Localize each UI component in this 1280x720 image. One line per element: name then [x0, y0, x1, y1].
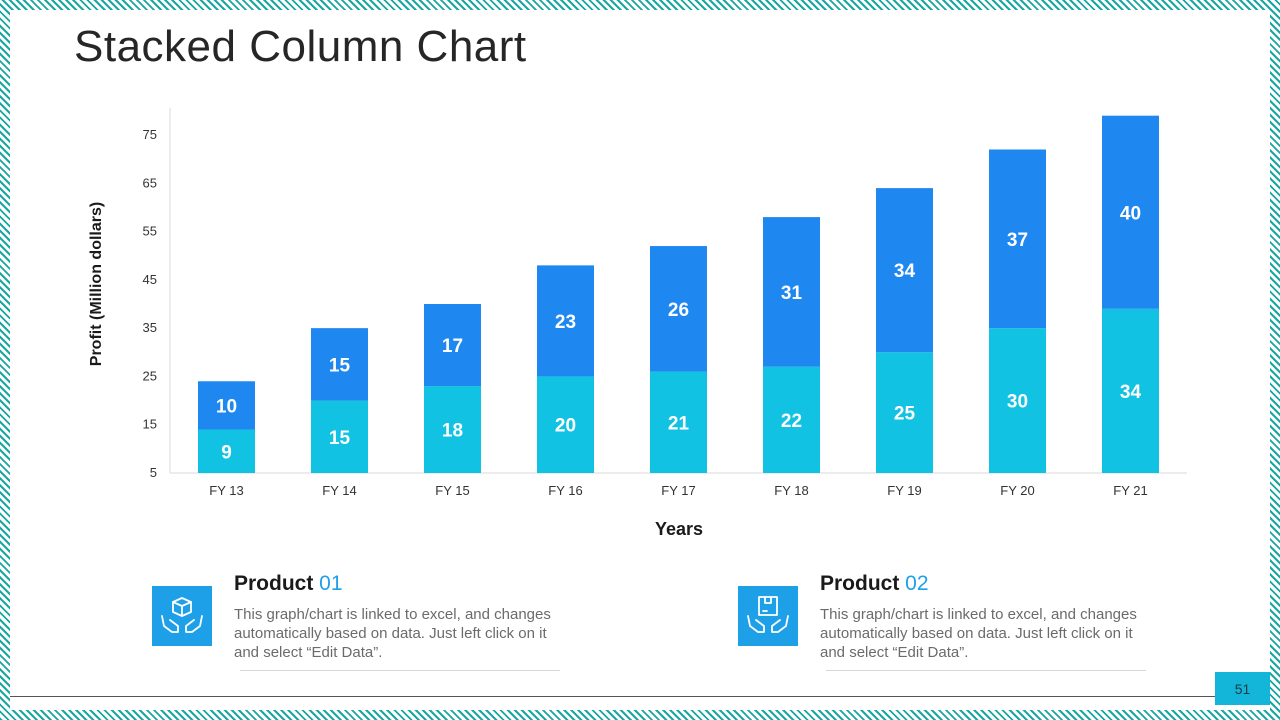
x-tick-label: FY 16	[548, 483, 582, 498]
y-tick-label: 15	[143, 417, 157, 432]
x-tick-label: FY 14	[322, 483, 356, 498]
data-label: 30	[1007, 392, 1028, 413]
bar-product-01	[198, 429, 255, 473]
data-label: 22	[781, 411, 802, 432]
x-tick-label: FY 19	[887, 483, 921, 498]
data-label: 15	[329, 428, 351, 449]
y-tick-label: 45	[143, 272, 157, 287]
package-in-hands-icon	[738, 586, 798, 646]
product-02-heading: Product 02	[820, 572, 929, 596]
stacked-column-chart: 5 15 25 35 45 55 65 75 9 10 FY 13 15 15 FY 14 18 17 FY 1…	[88, 108, 1187, 539]
product-02-name: Product	[820, 572, 906, 595]
data-label: 34	[894, 261, 916, 282]
data-label: 9	[221, 442, 232, 463]
bar-product-01	[1102, 308, 1159, 473]
bar-product-01	[424, 386, 481, 473]
x-axis-title: Years	[655, 519, 703, 539]
product-01-name: Product	[234, 572, 320, 595]
page-number: 51	[1215, 672, 1270, 705]
data-label: 20	[555, 416, 576, 437]
bar-product-01	[763, 366, 820, 473]
slide: Stacked Column Chart 5 15 25 35 45 55 65 75 9 10 F…	[10, 10, 1270, 710]
x-tick-label: FY 17	[661, 483, 695, 498]
bar-product-01	[989, 328, 1046, 473]
x-tick-label: FY 13	[209, 483, 243, 498]
y-tick-label: 65	[143, 175, 157, 190]
data-label: 37	[1007, 230, 1028, 251]
product-01-heading: Product 01	[234, 572, 343, 596]
bar-product-02	[537, 265, 594, 377]
data-label: 25	[894, 404, 916, 425]
x-tick-label: FY 15	[435, 483, 469, 498]
product-02-number: 02	[905, 572, 929, 595]
x-tick-label: FY 18	[774, 483, 808, 498]
bar-product-02	[876, 188, 933, 353]
footer-line	[10, 696, 1215, 697]
data-label: 21	[668, 413, 690, 434]
y-tick-label: 75	[143, 127, 157, 142]
data-label: 18	[442, 421, 463, 442]
data-label: 23	[555, 312, 576, 333]
data-label: 40	[1120, 203, 1141, 224]
data-label: 26	[668, 300, 689, 321]
bar-product-02	[424, 304, 481, 387]
bar-product-02	[989, 149, 1046, 329]
bar-product-01	[876, 352, 933, 473]
bar-product-01	[537, 376, 594, 473]
slide-title: Stacked Column Chart	[74, 22, 527, 71]
x-tick-label: FY 21	[1113, 483, 1147, 498]
data-label: 34	[1120, 382, 1142, 403]
data-label: 17	[442, 336, 463, 357]
product-02-description: This graph/chart is linked to excel, and…	[820, 606, 1137, 661]
box-in-hands-icon	[152, 586, 212, 646]
product-01-number: 01	[319, 572, 343, 595]
bar-product-02	[763, 217, 820, 367]
product-01-description: This graph/chart is linked to excel, and…	[234, 606, 551, 661]
bar-product-01	[650, 371, 707, 473]
y-tick-label: 5	[150, 465, 157, 480]
divider	[826, 670, 1146, 671]
y-tick-label: 55	[143, 224, 157, 239]
data-label: 10	[216, 396, 237, 417]
bar-product-02	[650, 246, 707, 372]
bar-product-02	[1102, 115, 1159, 309]
divider	[240, 670, 560, 671]
y-tick-label: 35	[143, 320, 157, 335]
data-label: 15	[329, 355, 351, 376]
bar-product-02	[198, 381, 255, 430]
y-tick-label: 25	[143, 368, 157, 383]
y-axis-title: Profit (Million dollars)	[88, 202, 105, 366]
x-tick-label: FY 20	[1000, 483, 1034, 498]
bar-product-02	[311, 328, 368, 401]
bar-product-01	[311, 400, 368, 473]
data-label: 31	[781, 283, 803, 304]
